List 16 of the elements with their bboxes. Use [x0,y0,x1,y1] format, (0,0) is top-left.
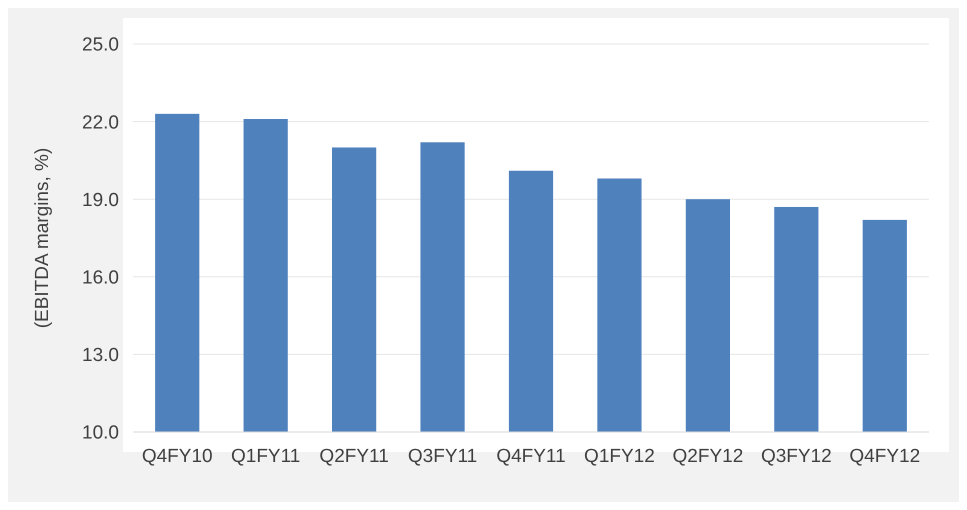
y-tick-label: 25.0 [82,34,119,56]
x-tick-label: Q2FY12 [672,446,744,467]
x-tick-label: Q2FY11 [319,446,389,467]
x-tick-label: Q4FY12 [849,446,920,467]
x-tick-label: Q3FY11 [408,446,478,467]
x-tick-label: Q4FY11 [496,446,566,467]
y-tick-label: 10.0 [82,422,119,444]
y-tick-label: 19.0 [82,190,119,211]
y-tick-label: 16.0 [82,267,119,288]
y-tick-label: 22.0 [82,112,119,134]
x-tick-label: Q1FY11 [230,446,300,467]
x-tick-label: Q1FY12 [584,446,655,467]
y-tick-label: 13.0 [82,345,119,366]
x-tick-label: Q4FY10 [142,446,213,467]
x-tick-label: Q3FY12 [760,446,832,467]
y-axis-title: (EBITDA margins, %) [32,148,53,328]
